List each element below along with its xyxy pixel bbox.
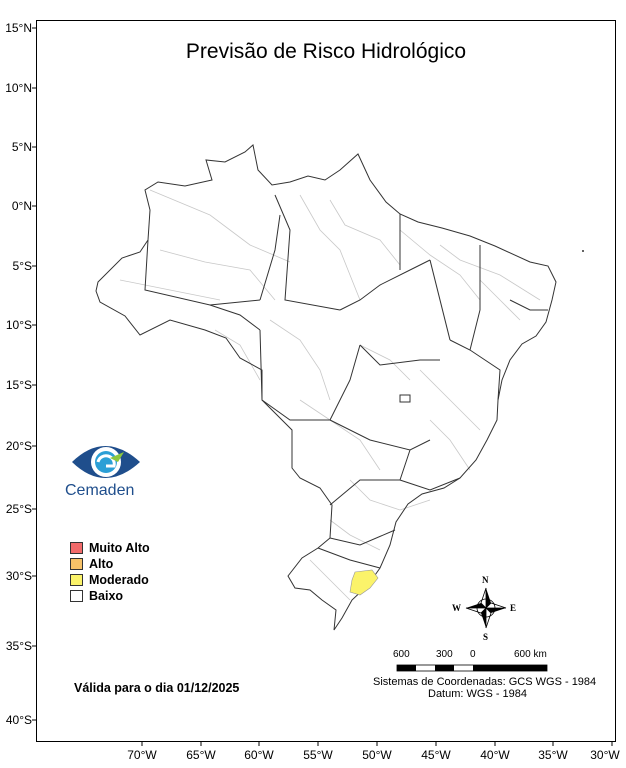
legend-label: Muito Alto bbox=[89, 541, 150, 555]
lat-label: 15°S bbox=[5, 378, 32, 392]
legend-label: Alto bbox=[89, 557, 114, 571]
coordinate-system-text: Sistemas de Coordenadas: GCS WGS - 1984 bbox=[373, 676, 597, 688]
compass-west-label: W bbox=[452, 603, 461, 613]
island-dot bbox=[582, 250, 584, 252]
scale-label: 600 km bbox=[514, 649, 547, 660]
state-boundaries bbox=[95, 144, 557, 631]
lat-label: 15°N bbox=[5, 21, 32, 35]
datum-text: Datum: WGS - 1984 bbox=[428, 688, 528, 700]
scale-label: 0 bbox=[470, 649, 476, 660]
lon-label: 40°W bbox=[480, 748, 510, 762]
lon-label: 70°W bbox=[127, 748, 157, 762]
compass-north-label: N bbox=[482, 575, 489, 585]
lat-label: 35°S bbox=[5, 639, 32, 653]
lat-label: 5°S bbox=[12, 259, 32, 273]
scale-label: 600 bbox=[393, 649, 410, 660]
map-title: Previsão de Risco Hidrológico bbox=[185, 40, 467, 63]
legend-swatch bbox=[70, 558, 83, 570]
lon-label: 60°W bbox=[244, 748, 274, 762]
legend-item-baixo: Baixo bbox=[70, 588, 150, 604]
lat-label: 25°S bbox=[5, 502, 32, 516]
legend-label: Moderado bbox=[89, 573, 149, 587]
brazil-outline bbox=[95, 144, 557, 631]
lon-label: 45°W bbox=[421, 748, 451, 762]
legend-swatch bbox=[70, 574, 83, 586]
lat-label: 0°N bbox=[11, 199, 32, 213]
legend-label: Baixo bbox=[89, 589, 124, 603]
compass-rose bbox=[465, 587, 507, 629]
compass-south-label: S bbox=[483, 632, 489, 642]
moderate-risk-area bbox=[349, 569, 379, 596]
lat-label: 20°S bbox=[5, 439, 32, 453]
legend-item-muito-alto: Muito Alto bbox=[70, 540, 150, 556]
compass-east-label: E bbox=[510, 603, 517, 613]
lat-label: 10°S bbox=[5, 318, 32, 332]
legend: Muito Alto Alto Moderado Baixo bbox=[70, 540, 150, 604]
scale-bar-graphic bbox=[396, 664, 548, 672]
map-frame bbox=[36, 20, 616, 742]
axis-ticks bbox=[32, 27, 613, 746]
lon-label: 35°W bbox=[538, 748, 568, 762]
logo-text: Cemaden bbox=[65, 482, 135, 499]
legend-swatch bbox=[70, 590, 83, 602]
valid-date: Válida para o dia 01/12/2025 bbox=[74, 681, 240, 695]
lat-label: 30°S bbox=[5, 569, 32, 583]
lat-label: 5°N bbox=[11, 140, 32, 154]
lat-label: 10°N bbox=[5, 81, 32, 95]
lon-label: 65°W bbox=[186, 748, 216, 762]
scale-label: 300 bbox=[436, 649, 453, 660]
legend-item-moderado: Moderado bbox=[70, 572, 150, 588]
cemaden-logo bbox=[72, 446, 140, 478]
lat-label: 40°S bbox=[5, 713, 32, 727]
municipality-boundaries bbox=[119, 189, 541, 601]
legend-item-alto: Alto bbox=[70, 556, 150, 572]
lon-label: 30°W bbox=[590, 748, 620, 762]
lon-label: 50°W bbox=[362, 748, 392, 762]
legend-swatch bbox=[70, 542, 83, 554]
lon-label: 55°W bbox=[303, 748, 333, 762]
